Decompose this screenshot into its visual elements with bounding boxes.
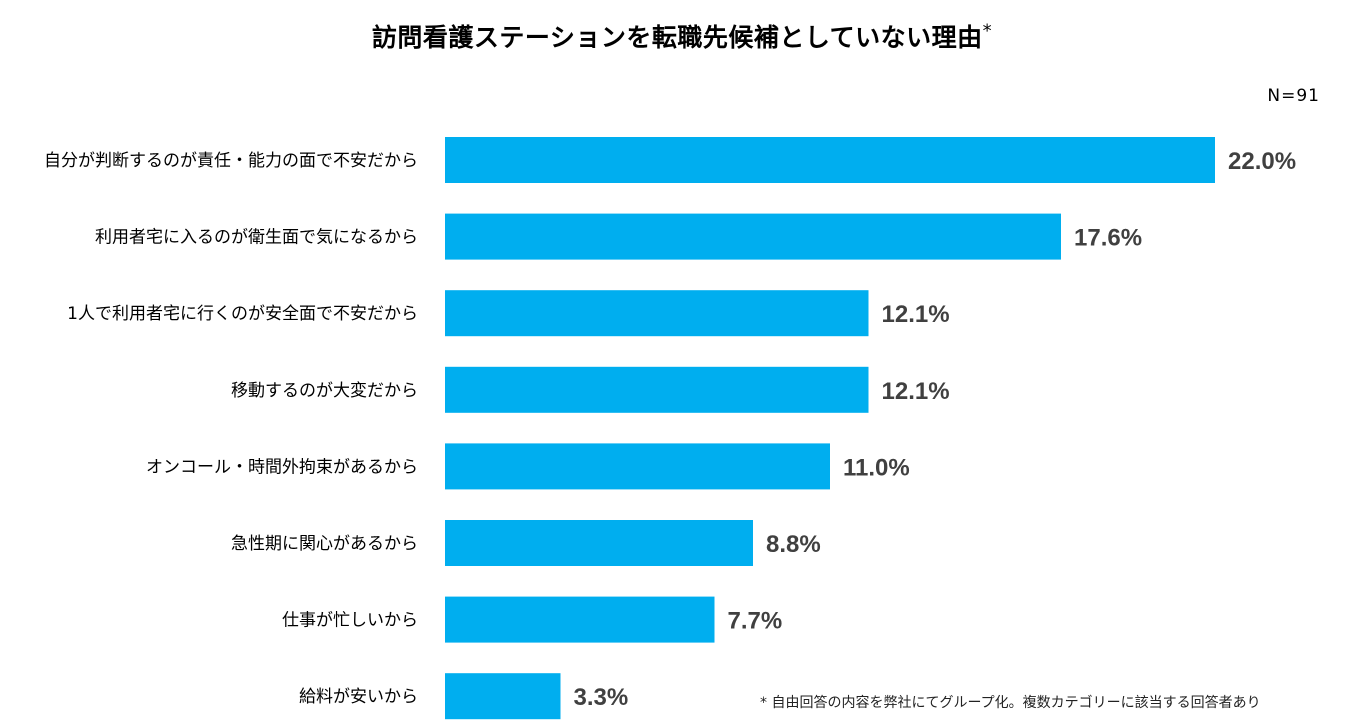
category-label: 利用者宅に入るのが衛生面で気になるから [95,228,418,248]
chart-title-text: 訪問看護ステーションを転職先候補としていない理由 [371,23,983,52]
bar [445,137,1215,183]
data-label: 22.0% [1228,148,1296,175]
data-label: 8.8% [766,531,821,558]
category-label: 移動するのが大変だから [231,381,418,401]
data-label: 12.1% [882,301,950,328]
bar [445,443,830,490]
data-label: 17.6% [1074,225,1142,252]
footnote: * 自由回答の内容を弊社にてグループ化。複数カテゴリーに該当する回答者あり [760,695,1261,711]
category-label: 仕事が忙しいから [282,611,418,631]
category-label: 自分が判断するのが責任・能力の面で不安だから [44,151,418,171]
chart-title-mark: * [982,20,993,42]
bar [445,213,1061,260]
category-label: オンコール・時間外拘束があるから [146,457,418,477]
data-label: 12.1% [882,378,950,405]
bar [445,673,561,720]
category-label: 急性期に関心があるから [231,534,418,554]
bar [445,366,869,413]
sample-size-label: N=91 [1267,86,1320,106]
data-label: 11.0% [843,454,910,481]
bar [445,596,715,643]
data-label: 3.3% [574,684,629,711]
bar [445,290,869,337]
category-label: 給料が安いから [299,687,418,707]
bar [445,520,753,566]
category-label: 1人で利用者宅に行くのが安全面で不安だから [67,304,418,324]
chart-title: 訪問看護ステーションを転職先候補としていない理由* [0,18,1364,54]
data-label: 7.7% [728,608,783,635]
